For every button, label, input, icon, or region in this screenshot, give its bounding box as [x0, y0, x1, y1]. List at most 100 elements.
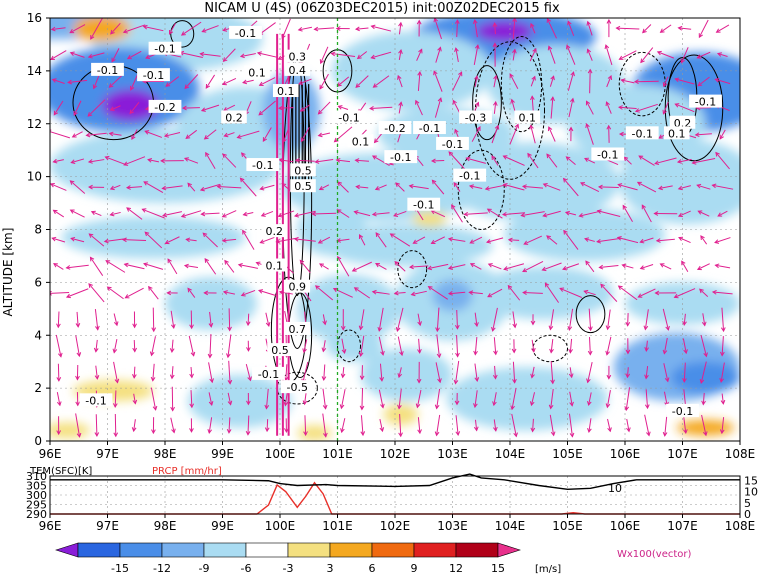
- wind-vector-head: [65, 265, 71, 270]
- wind-vector: [105, 156, 126, 166]
- wind-vector-head: [110, 29, 115, 35]
- wind-vector-head: [152, 405, 158, 411]
- wind-vector-head: [76, 432, 82, 438]
- wind-vector-head: [568, 126, 574, 132]
- wind-vector-head: [371, 211, 377, 217]
- wind-vector: [585, 260, 595, 273]
- wind-vector: [143, 263, 164, 270]
- wind-vector: [697, 76, 710, 87]
- wind-vector: [417, 71, 421, 91]
- x-tick-label: 106E: [610, 447, 641, 461]
- wind-vector: [549, 76, 555, 87]
- wind-vector: [201, 104, 220, 112]
- wind-vector-head: [321, 347, 327, 353]
- wind-vector-head: [113, 432, 119, 438]
- wind-vector: [431, 210, 446, 218]
- wind-vector-head: [262, 137, 268, 143]
- wind-vector-head: [90, 34, 95, 40]
- contour-label: -0.1: [252, 159, 273, 172]
- wind-vector-head: [682, 378, 687, 383]
- shade-cell: [61, 216, 246, 259]
- wind-vector: [75, 335, 80, 357]
- wind-vector: [361, 387, 364, 410]
- wind-vector-head: [317, 109, 323, 115]
- wind-vector: [637, 181, 657, 193]
- wind-vector: [567, 21, 575, 36]
- contour-label: 0.7: [289, 323, 307, 336]
- wind-vector: [584, 157, 596, 164]
- wind-vector-head: [227, 400, 233, 406]
- wind-vector: [237, 130, 260, 139]
- wind-vector: [566, 45, 576, 65]
- contour-label: 0.1: [266, 260, 284, 273]
- colorbar-box: [287, 542, 331, 558]
- wind-vector-head: [664, 377, 670, 383]
- contour-label: 0.3: [289, 51, 307, 64]
- wind-vector: [455, 48, 459, 63]
- contour-label-bg: [284, 279, 311, 293]
- wind-vector-head: [605, 350, 610, 356]
- wind-vector: [622, 264, 634, 269]
- wind-vector-head: [171, 428, 176, 434]
- wind-vector: [678, 210, 691, 217]
- wind-vector: [644, 309, 649, 330]
- wind-vector: [371, 51, 392, 59]
- wind-vector-head: [547, 45, 553, 51]
- wind-vector: [568, 308, 574, 331]
- wind-vector-head: [94, 374, 100, 380]
- wind-vector-head: [88, 283, 93, 288]
- wind-vector-head: [714, 77, 720, 83]
- wind-vector-head: [493, 74, 498, 80]
- wind-vector-head: [222, 27, 228, 32]
- wind-vector-head: [566, 44, 571, 50]
- wind-vector-head: [69, 180, 75, 185]
- wind-vector-head: [141, 208, 147, 213]
- wind-vector: [589, 69, 591, 94]
- wind-vector-head: [417, 321, 422, 327]
- colorbar-box: [161, 542, 205, 558]
- wind-vector-head: [377, 326, 383, 332]
- colorbar-tick-label: -12: [153, 562, 171, 575]
- wind-vector: [530, 76, 536, 87]
- wind-vector: [448, 151, 466, 170]
- wind-vector-head: [527, 152, 532, 158]
- wind-vector-head: [472, 18, 478, 24]
- wind-vector: [588, 418, 592, 433]
- colorbar-box: [371, 542, 415, 558]
- wind-vector-head: [562, 265, 568, 271]
- wind-vector-head: [169, 374, 175, 380]
- wind-vector-head: [542, 212, 548, 218]
- wind-vector-head: [236, 134, 242, 139]
- wind-vector-head: [222, 153, 227, 159]
- wind-vector: [261, 211, 274, 217]
- wind-vector-head: [454, 19, 460, 24]
- surface-x-tick-label: 104E: [495, 519, 526, 533]
- wind-vector-head: [129, 109, 134, 115]
- wind-vector-head: [492, 401, 497, 407]
- wind-vector-head: [330, 51, 336, 57]
- wind-vector: [222, 210, 237, 218]
- contour-label: -0.1: [338, 111, 359, 124]
- wind-vector-head: [434, 431, 440, 437]
- contour-label-bg: [261, 224, 288, 238]
- wind-vector: [453, 182, 461, 192]
- wind-vector-head: [92, 84, 98, 90]
- y-axis-ticks: 0 2 4 6 8 10 12 14 16: [27, 11, 50, 448]
- wind-vector-head: [701, 400, 706, 406]
- wind-vector: [474, 19, 478, 38]
- wind-vector: [73, 100, 82, 116]
- wind-vector: [618, 285, 638, 301]
- surface-x-tick-label: 107E: [667, 519, 698, 533]
- wind-vector-head: [641, 204, 646, 210]
- precip-tick-label: 10: [744, 486, 758, 499]
- contour-label: -0.2: [154, 101, 175, 114]
- wind-vector: [162, 211, 182, 217]
- wind-vector: [75, 413, 81, 437]
- wind-vector: [124, 263, 145, 270]
- wind-vector-head: [578, 213, 584, 218]
- wind-vector: [52, 237, 66, 243]
- wind-vector: [337, 209, 350, 218]
- wind-vector-head: [371, 155, 377, 160]
- wind-vector: [179, 51, 203, 59]
- colorbar-box: [329, 542, 373, 558]
